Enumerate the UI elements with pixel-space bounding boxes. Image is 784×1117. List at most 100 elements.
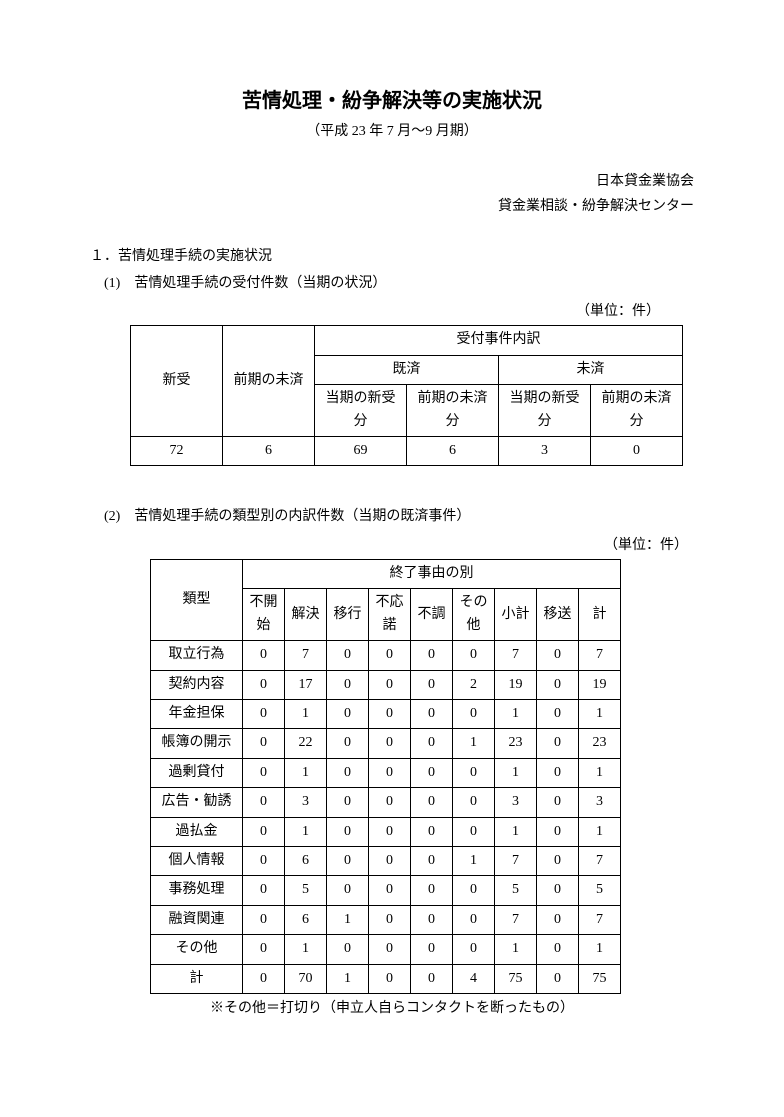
t2-row-label: 個人情報 bbox=[151, 846, 243, 875]
t2-cell: 0 bbox=[327, 641, 369, 670]
t2-cell: 0 bbox=[243, 846, 285, 875]
t2-cell: 0 bbox=[243, 670, 285, 699]
t2-cell: 0 bbox=[411, 817, 453, 846]
t2-cell: 7 bbox=[495, 905, 537, 934]
t2-row-label: その他 bbox=[151, 935, 243, 964]
t1-header-top: 受付事件内訳 bbox=[315, 326, 683, 355]
t2-cell: 0 bbox=[369, 905, 411, 934]
table-row: 過剰貸付010000101 bbox=[151, 758, 621, 787]
t2-cell: 0 bbox=[327, 846, 369, 875]
t2-col-header: 移行 bbox=[327, 589, 369, 641]
t2-cell: 1 bbox=[495, 758, 537, 787]
t2-cell: 1 bbox=[495, 935, 537, 964]
table-row: 過払金010000101 bbox=[151, 817, 621, 846]
t2-cell: 0 bbox=[537, 905, 579, 934]
t2-cell: 1 bbox=[285, 700, 327, 729]
table-1-receipt-counts: 新受 前期の未済 受付事件内訳 既済 未済 当期の新受分 前期の未済分 当期の新… bbox=[130, 325, 683, 466]
t2-cell: 0 bbox=[411, 964, 453, 993]
t2-cell: 0 bbox=[537, 729, 579, 758]
t2-col-reason: 終了事由の別 bbox=[243, 560, 621, 589]
t2-cell: 1 bbox=[285, 758, 327, 787]
footnote: ※その他＝打切り（申立人自らコンタクトを断ったもの） bbox=[210, 998, 694, 1020]
t2-cell: 19 bbox=[579, 670, 621, 699]
t2-cell: 1 bbox=[327, 964, 369, 993]
table-row: 事務処理050000505 bbox=[151, 876, 621, 905]
page-subtitle: （平成 23 年 7 月～9 月期） bbox=[90, 121, 694, 143]
t2-cell: 6 bbox=[285, 905, 327, 934]
t2-cell: 0 bbox=[411, 788, 453, 817]
t2-cell: 19 bbox=[495, 670, 537, 699]
t1-sub-prev-2: 前期の未済分 bbox=[591, 385, 683, 437]
unit-label-2: （単位：件） bbox=[90, 535, 694, 557]
t1-data-row: 72 6 69 6 3 0 bbox=[131, 436, 683, 465]
t2-cell: 0 bbox=[369, 700, 411, 729]
table-row: 計070100475075 bbox=[151, 964, 621, 993]
t2-row-label: 契約内容 bbox=[151, 670, 243, 699]
t1-col-prev: 前期の未済 bbox=[223, 326, 315, 437]
t2-col-header: 解決 bbox=[285, 589, 327, 641]
t2-row-label: 取立行為 bbox=[151, 641, 243, 670]
t2-cell: 0 bbox=[243, 905, 285, 934]
t2-col-header: 不開始 bbox=[243, 589, 285, 641]
t2-cell: 0 bbox=[411, 758, 453, 787]
t2-col-header: 計 bbox=[579, 589, 621, 641]
t2-cell: 0 bbox=[411, 700, 453, 729]
t2-row-label: 過剰貸付 bbox=[151, 758, 243, 787]
unit-label-1: （単位：件） bbox=[90, 301, 694, 323]
t2-cell: 0 bbox=[537, 758, 579, 787]
t2-cell: 0 bbox=[369, 964, 411, 993]
t2-cell: 0 bbox=[411, 846, 453, 875]
t2-cell: 0 bbox=[537, 876, 579, 905]
t2-cell: 0 bbox=[327, 758, 369, 787]
t2-cell: 0 bbox=[453, 700, 495, 729]
page-title: 苦情処理・紛争解決等の実施状況 bbox=[90, 85, 694, 117]
t2-cell: 0 bbox=[369, 876, 411, 905]
t2-cell: 3 bbox=[285, 788, 327, 817]
t2-cell: 75 bbox=[579, 964, 621, 993]
t2-row-label: 年金担保 bbox=[151, 700, 243, 729]
t2-cell: 0 bbox=[537, 641, 579, 670]
t2-cell: 0 bbox=[327, 670, 369, 699]
t1-col-pending: 未済 bbox=[499, 355, 683, 384]
t1-cell: 72 bbox=[131, 436, 223, 465]
t2-cell: 7 bbox=[495, 641, 537, 670]
t2-cell: 7 bbox=[579, 641, 621, 670]
t2-cell: 0 bbox=[369, 935, 411, 964]
t2-cell: 7 bbox=[285, 641, 327, 670]
t1-cell: 0 bbox=[591, 436, 683, 465]
t2-cell: 0 bbox=[411, 876, 453, 905]
t2-cell: 70 bbox=[285, 964, 327, 993]
t2-cell: 0 bbox=[369, 641, 411, 670]
t2-cell: 0 bbox=[453, 935, 495, 964]
t2-col-header: その他 bbox=[453, 589, 495, 641]
t2-cell: 1 bbox=[495, 700, 537, 729]
t2-cell: 75 bbox=[495, 964, 537, 993]
t1-col-new: 新受 bbox=[131, 326, 223, 437]
t2-cell: 1 bbox=[285, 817, 327, 846]
t1-sub-new-1: 当期の新受分 bbox=[315, 385, 407, 437]
t2-cell: 0 bbox=[243, 758, 285, 787]
t2-cell: 0 bbox=[327, 876, 369, 905]
t2-cell: 0 bbox=[411, 905, 453, 934]
t2-cell: 7 bbox=[579, 846, 621, 875]
t2-cell: 0 bbox=[369, 758, 411, 787]
t2-cell: 0 bbox=[411, 670, 453, 699]
t2-cell: 0 bbox=[537, 788, 579, 817]
t2-cell: 0 bbox=[243, 700, 285, 729]
subsection-2-heading: (2) 苦情処理手続の類型別の内訳件数（当期の既済事件） bbox=[104, 506, 694, 528]
t2-cell: 0 bbox=[537, 700, 579, 729]
t2-cell: 0 bbox=[327, 788, 369, 817]
t2-cell: 0 bbox=[453, 817, 495, 846]
t2-cell: 0 bbox=[327, 729, 369, 758]
t2-cell: 0 bbox=[369, 729, 411, 758]
t2-cell: 0 bbox=[327, 700, 369, 729]
t2-cell: 0 bbox=[411, 935, 453, 964]
t2-cell: 1 bbox=[285, 935, 327, 964]
organization-line-1: 日本貸金業協会 bbox=[90, 171, 694, 193]
t2-cell: 1 bbox=[453, 729, 495, 758]
t2-cell: 0 bbox=[243, 817, 285, 846]
t2-cell: 0 bbox=[411, 729, 453, 758]
t2-cell: 0 bbox=[369, 788, 411, 817]
t2-cell: 0 bbox=[537, 935, 579, 964]
t2-cell: 1 bbox=[327, 905, 369, 934]
